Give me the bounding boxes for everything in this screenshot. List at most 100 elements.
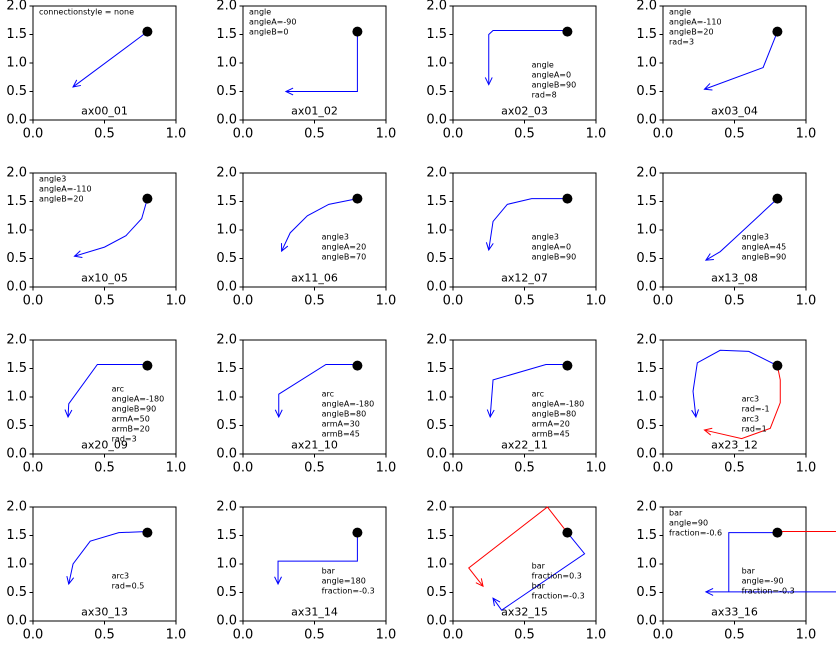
connection-arrow (74, 198, 148, 257)
arrow-head (72, 79, 81, 88)
x-tick-label: 1.0 (586, 628, 607, 643)
y-tick-label: 1.0 (6, 557, 27, 572)
panel-label: ax32_15 (501, 606, 548, 619)
arrow-head (64, 409, 73, 419)
point (142, 26, 153, 37)
x-tick-label: 0.5 (304, 294, 325, 309)
y-tick-label: 1.0 (426, 557, 447, 572)
y-tick-label: 1.5 (216, 528, 237, 543)
y-tick-label: 2.0 (216, 0, 237, 14)
annotation: angleA=-110 (39, 185, 92, 194)
y-tick-label: 0.0 (636, 614, 657, 629)
annotation: angleB=90 (532, 81, 577, 90)
y-tick-label: 2.0 (636, 333, 657, 348)
y-tick-label: 0.5 (636, 84, 657, 99)
y-tick-label: 1.0 (6, 390, 27, 405)
annotation: rad=-1 (742, 405, 770, 414)
arrow-head (484, 77, 493, 86)
annotation: angleA=20 (322, 243, 367, 252)
panel-label: ax03_04 (711, 105, 758, 118)
subplot: 0.0 0.5 1.0 0.0 0.5 1.0 1.5 2.0 ax21_10 arcangleA… (216, 333, 396, 476)
subplot: 0.0 0.5 1.00.00.51.01.52.0ax02_03angleangl… (426, 0, 606, 142)
x-tick-label: 0.0 (443, 461, 464, 476)
x-tick-label: 0.5 (724, 628, 745, 643)
x-tick-label: 0.5 (514, 628, 535, 643)
point (352, 26, 363, 37)
y-tick-label: 0.5 (636, 418, 657, 433)
subplot: 0.0 0.5 1.00.00.51.01.52.0ax13_08angle3ang… (636, 166, 816, 309)
y-tick-label: 1.0 (636, 390, 657, 405)
connection-arrow (692, 349, 778, 418)
y-tick-label: 2.0 (6, 0, 27, 14)
connection-arrow (68, 531, 148, 585)
y-tick-label: 1.5 (216, 194, 237, 209)
annotation: bar (742, 567, 756, 576)
y-tick-label: 0.5 (6, 84, 27, 99)
y-tick-label: 0.5 (6, 585, 27, 600)
x-tick-label: 0.5 (514, 294, 535, 309)
annotation: angleA=0 (532, 243, 571, 252)
y-tick-label: 2.0 (426, 333, 447, 348)
annotation: bar (532, 562, 546, 571)
annotation: arc3 (742, 395, 760, 404)
y-tick-label: 1.5 (6, 27, 27, 42)
y-tick-label: 0.0 (636, 113, 657, 128)
x-tick-label: 1.0 (166, 127, 187, 142)
y-tick-label: 0.0 (426, 113, 447, 128)
annotation: angle3 (39, 175, 66, 184)
annotation: angle=-90 (742, 577, 784, 586)
axes-frame (452, 339, 597, 455)
connection-arrow (705, 532, 836, 593)
y-tick-label: 2.0 (636, 166, 657, 181)
point (772, 360, 783, 371)
annotation: bar (669, 509, 683, 518)
point (772, 193, 783, 204)
x-tick-label: 0.5 (304, 127, 325, 142)
y-tick-label: 0.5 (216, 585, 237, 600)
subplot: 0.0 0.5 1.00.00.51.01.52.0ax33_16barangle=… (636, 500, 836, 643)
y-tick-label: 1.0 (636, 223, 657, 238)
point (142, 527, 153, 538)
annotation: armB=45 (322, 430, 360, 439)
x-tick-label: 0.5 (94, 294, 115, 309)
arrow-head (284, 87, 294, 96)
y-tick-label: 1.5 (216, 361, 237, 376)
connection-arrow (704, 31, 778, 90)
annotation: angleA=-180 (322, 400, 375, 409)
annotation: angleA=0 (532, 71, 571, 80)
x-tick-label: 0.0 (653, 628, 674, 643)
connection-arrow (67, 364, 148, 417)
y-tick-label: 1.5 (636, 361, 657, 376)
y-tick-label: 2.0 (426, 0, 447, 14)
x-tick-label: 0.5 (514, 461, 535, 476)
axes-frame (242, 339, 387, 455)
y-tick-label: 0.5 (216, 251, 237, 266)
subplot: 0.0 0.5 1.0 0.0 0.5 1.0 1.5 2.0 ax30_13 arc3rad=0… (6, 500, 186, 643)
y-tick-label: 1.0 (216, 223, 237, 238)
x-tick-label: 0.0 (233, 127, 254, 142)
annotation: angleB=20 (39, 195, 84, 204)
annotation: fraction=0.3 (532, 572, 582, 581)
y-tick-label: 0.0 (216, 447, 237, 462)
axes-frame (32, 506, 177, 622)
panel-label: ax22_11 (501, 439, 548, 452)
point (562, 360, 573, 371)
subplot: 0.0 0.5 1.0 0.0 0.5 1.0 1.5 2.0 ax22_11 arcangleA… (426, 333, 606, 476)
subplot: 0.0 0.5 1.00.00.51.01.52.0ax12_07angle3ang… (426, 166, 606, 309)
panel-label: ax30_13 (81, 606, 128, 619)
point (352, 527, 363, 538)
y-tick-label: 0.5 (426, 251, 447, 266)
arrow-head (475, 578, 484, 588)
connection-arrow (489, 364, 568, 417)
annotation: angleA=-110 (669, 18, 722, 27)
panel-label: ax21_10 (291, 439, 338, 452)
y-tick-label: 1.0 (216, 557, 237, 572)
annotation: armA=20 (532, 420, 570, 429)
subplot: 0.0 0.5 1.0 0.0 0.5 1.0 1.5 2.0 ax23_12 arc3rad=-… (636, 333, 816, 476)
x-tick-label: 0.5 (724, 127, 745, 142)
arrow-head (704, 253, 714, 261)
y-tick-label: 0.5 (636, 251, 657, 266)
annotation: angle3 (532, 233, 559, 242)
annotation: angleA=-180 (532, 400, 585, 409)
